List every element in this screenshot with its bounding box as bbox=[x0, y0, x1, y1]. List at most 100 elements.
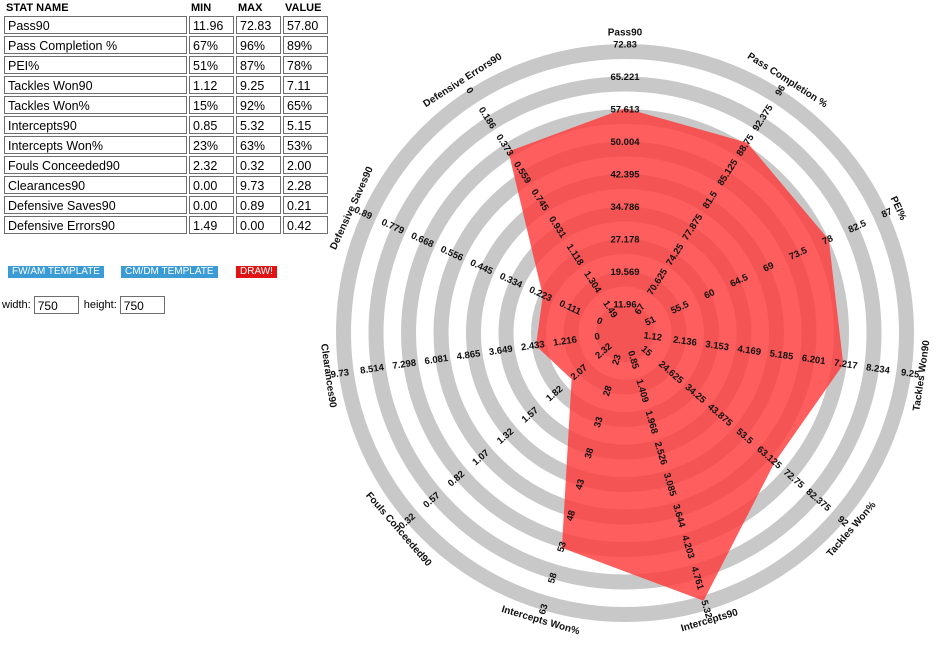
radar-tick-label: 8.234 bbox=[865, 362, 891, 376]
radar-tick-label: 7.217 bbox=[833, 358, 858, 372]
stat-max-field[interactable]: 0.89 bbox=[236, 196, 281, 214]
stat-min-field[interactable]: 15% bbox=[189, 96, 234, 114]
fw-am-template-button[interactable]: FW/AM TEMPLATE bbox=[8, 266, 104, 278]
table-row: Pass Completion % 67% 96% 89% bbox=[4, 36, 328, 54]
radar-tick-label: 5.185 bbox=[769, 348, 795, 362]
stat-min-field[interactable]: 51% bbox=[189, 56, 234, 74]
radar-tick-label: 3.153 bbox=[705, 339, 730, 353]
radar-tick-label: 0 bbox=[594, 331, 601, 343]
radar-tick-label: 0 bbox=[463, 85, 475, 95]
radar-tick-label: 63 bbox=[537, 603, 551, 616]
radar-tick-label: 1.216 bbox=[553, 334, 578, 348]
stat-min-field[interactable]: 67% bbox=[189, 36, 234, 54]
stat-value-field[interactable]: 0.21 bbox=[283, 196, 328, 214]
table-row: Intercepts90 0.85 5.32 5.15 bbox=[4, 116, 328, 134]
stat-max-field[interactable]: 5.32 bbox=[236, 116, 281, 134]
stat-min-field[interactable]: 1.12 bbox=[189, 76, 234, 94]
stat-max-field[interactable]: 87% bbox=[236, 56, 281, 74]
height-input[interactable]: 750 bbox=[119, 296, 165, 314]
stat-name-field[interactable]: Intercepts Won% bbox=[4, 136, 187, 154]
radar-tick-label: 23 bbox=[610, 353, 624, 366]
stat-min-field[interactable]: 0.00 bbox=[189, 176, 234, 194]
stat-min-field[interactable]: 0.85 bbox=[189, 116, 234, 134]
stat-name-field[interactable]: Tackles Won% bbox=[4, 96, 187, 114]
stat-min-field[interactable]: 23% bbox=[189, 136, 234, 154]
table-row: Pass90 11.96 72.83 57.80 bbox=[4, 16, 328, 34]
cm-dm-template-button[interactable]: CM/DM TEMPLATE bbox=[121, 266, 218, 278]
table-row: Tackles Won90 1.12 9.25 7.11 bbox=[4, 76, 328, 94]
stat-name-field[interactable]: PEI% bbox=[4, 56, 187, 74]
header-value: VALUE bbox=[285, 2, 322, 14]
radar-tick-label: 4.865 bbox=[456, 348, 482, 362]
stat-value-field[interactable]: 2.00 bbox=[283, 156, 328, 174]
height-label: height: bbox=[83, 299, 117, 311]
radar-tick-label: 87 bbox=[880, 206, 894, 220]
stat-value-field[interactable]: 5.15 bbox=[283, 116, 328, 134]
stat-max-field[interactable]: 9.25 bbox=[236, 76, 281, 94]
radar-tick-label: 1.12 bbox=[643, 330, 663, 344]
stat-name-field[interactable]: Defensive Saves90 bbox=[4, 196, 187, 214]
radar-tick-label: 27.178 bbox=[610, 235, 639, 246]
stat-value-field[interactable]: 57.80 bbox=[283, 16, 328, 34]
table-row: PEI% 51% 87% 78% bbox=[4, 56, 328, 74]
stat-value-field[interactable]: 53% bbox=[283, 136, 328, 154]
radar-tick-label: 19.569 bbox=[610, 267, 639, 278]
radar-tick-label: 65.221 bbox=[610, 72, 640, 83]
stat-min-field[interactable]: 1.49 bbox=[189, 216, 234, 234]
stat-table: STAT NAME MIN MAX VALUE Pass90 11.96 72.83… bbox=[2, 0, 330, 236]
draw-button[interactable]: DRAW! bbox=[236, 266, 277, 278]
radar-tick-label: 3.649 bbox=[488, 344, 513, 358]
width-input[interactable]: 750 bbox=[33, 296, 79, 314]
stat-min-field[interactable]: 2.32 bbox=[189, 156, 234, 174]
radar-tick-label: 5.32 bbox=[698, 599, 714, 620]
radar-tick-label: 72.83 bbox=[613, 40, 637, 51]
radar-axis-label: PEI% bbox=[888, 195, 908, 222]
radar-tick-label: 43 bbox=[574, 478, 588, 491]
stat-value-field[interactable]: 65% bbox=[283, 96, 328, 114]
radar-tick-label: 58 bbox=[546, 572, 560, 585]
radar-ring bbox=[368, 76, 882, 590]
stat-max-field[interactable]: 96% bbox=[236, 36, 281, 54]
radar-tick-label: 60 bbox=[703, 287, 717, 301]
table-row: Defensive Saves90 0.00 0.89 0.21 bbox=[4, 196, 328, 214]
stat-value-field[interactable]: 89% bbox=[283, 36, 328, 54]
radar-tick-label: 34.786 bbox=[610, 202, 639, 213]
stat-max-field[interactable]: 9.73 bbox=[236, 176, 281, 194]
stat-name-field[interactable]: Fouls Conceeded90 bbox=[4, 156, 187, 174]
stat-name-field[interactable]: Pass90 bbox=[4, 16, 187, 34]
stat-max-field[interactable]: 72.83 bbox=[236, 16, 281, 34]
radar-tick-label: 9.73 bbox=[330, 367, 350, 381]
stat-name-field[interactable]: Tackles Won90 bbox=[4, 76, 187, 94]
stat-value-field[interactable]: 78% bbox=[283, 56, 328, 74]
radar-data-area bbox=[508, 108, 844, 601]
stat-name-field[interactable]: Defensive Errors90 bbox=[4, 216, 187, 234]
radar-tick-label: 42.395 bbox=[610, 170, 640, 181]
stat-name-field[interactable]: Clearances90 bbox=[4, 176, 187, 194]
radar-tick-label: 0.85 bbox=[625, 349, 641, 371]
stat-name-field[interactable]: Intercepts90 bbox=[4, 116, 187, 134]
size-controls: width: 750 height: 750 bbox=[2, 296, 170, 314]
stat-min-field[interactable]: 11.96 bbox=[189, 16, 234, 34]
radar-tick-label: 67 bbox=[633, 302, 648, 317]
stat-max-field[interactable]: 92% bbox=[236, 96, 281, 114]
radar-tick-label: 69 bbox=[762, 260, 776, 274]
stat-max-field[interactable]: 0.00 bbox=[236, 216, 281, 234]
stat-name-field[interactable]: Pass Completion % bbox=[4, 36, 187, 54]
radar-tick-label: 57.613 bbox=[610, 105, 639, 116]
radar-tick-label: 28 bbox=[601, 384, 615, 397]
stat-value-field[interactable]: 0.42 bbox=[283, 216, 328, 234]
stat-max-field[interactable]: 63% bbox=[236, 136, 281, 154]
stat-max-field[interactable]: 0.32 bbox=[236, 156, 281, 174]
radar-axis-label: Pass90 bbox=[608, 28, 643, 39]
table-row: Defensive Errors90 1.49 0.00 0.42 bbox=[4, 216, 328, 234]
radar-tick-label: 8.514 bbox=[360, 362, 386, 376]
table-row: Fouls Conceeded90 2.32 0.32 2.00 bbox=[4, 156, 328, 174]
stat-min-field[interactable]: 0.00 bbox=[189, 196, 234, 214]
table-row: Tackles Won% 15% 92% 65% bbox=[4, 96, 328, 114]
stat-value-field[interactable]: 7.11 bbox=[283, 76, 328, 94]
stat-value-field[interactable]: 2.28 bbox=[283, 176, 328, 194]
header-max: MAX bbox=[238, 2, 263, 14]
radar-ring bbox=[336, 44, 914, 622]
radar-tick-label: 78 bbox=[821, 233, 835, 247]
